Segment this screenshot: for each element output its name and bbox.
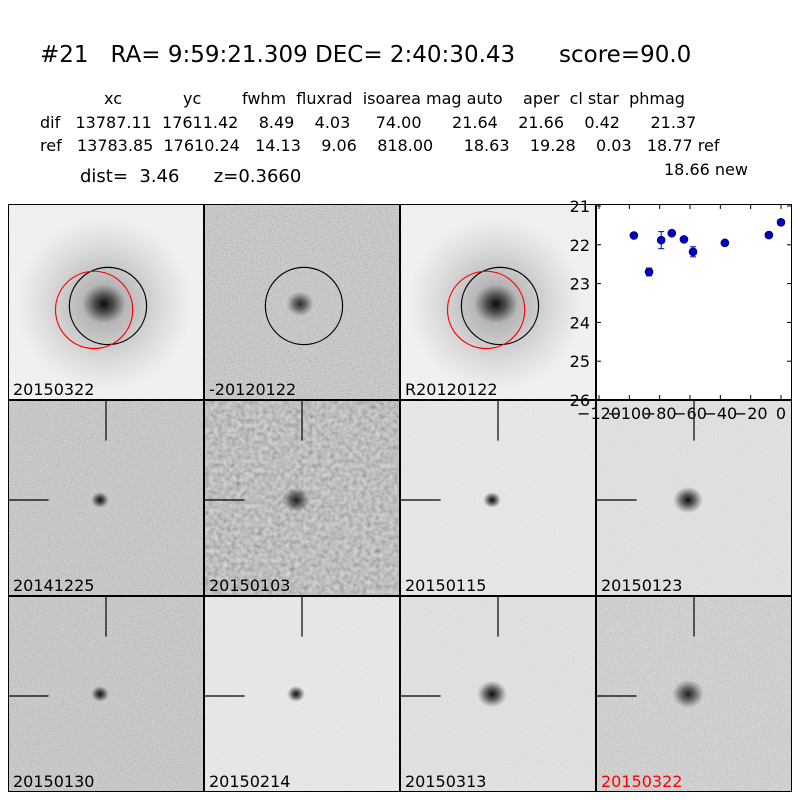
stamp-image [9,597,203,791]
stamp-image [205,401,399,595]
source-blob [477,680,507,708]
image-stamp: 20150130 [8,596,204,792]
source-blob [91,491,109,508]
stamp-date-label: -20120122 [209,380,297,399]
image-stamp: 20150322 [596,596,792,792]
image-stamp: 20150115 [400,400,596,596]
image-stamp: 20150214 [204,596,400,792]
source-blob [286,291,314,317]
source-blob [91,685,109,703]
x-tick-label: −40 [703,404,737,423]
source-blob [82,284,126,324]
source-blob [483,491,501,508]
source-blob [287,685,305,703]
source-blob [474,284,518,324]
x-tick-label: −20 [734,404,768,423]
stamp-date-label: 20150115 [405,576,487,595]
image-stamp: 20150313 [400,596,596,792]
source-blob [672,679,704,709]
image-stamp: 20150322 [8,204,204,400]
reference-circle [446,270,526,350]
stamp-date-label: R20120122 [405,380,498,399]
stamp-date-label: 20150322 [13,380,95,399]
image-stamp: 20150103 [204,400,400,596]
detection-circle [68,266,148,346]
image-stamp: 20141225 [8,400,204,596]
image-stamp: 20150123 [596,400,792,596]
reference-circle [54,270,134,350]
distance-redshift-line: dist= 3.46 z=0.3660 [80,166,302,187]
y-tick-label: 24 [570,313,590,332]
x-tick-label: −120 [577,404,621,423]
stamp-image [205,597,399,791]
y-tick-label: 22 [570,236,590,255]
ref-row: ref 13783.85 17610.24 14.13 9.06 818.00 … [40,136,720,155]
new-mag-row: 18.66 new [664,160,748,179]
stamp-date-label: 20150103 [209,576,291,595]
x-tick-label: 0 [776,404,786,423]
image-stamp: R20120122 [400,204,596,400]
dif-row: dif 13787.11 17611.42 8.49 4.03 74.00 21… [40,113,697,132]
data-point [656,235,666,245]
x-tick-label: −80 [643,404,677,423]
stamp-image [401,597,595,791]
candidate-title: #21 RA= 9:59:21.309 DEC= 2:40:30.43 scor… [40,42,692,68]
stamp-date-label: 20150322 [601,772,683,791]
data-point [688,247,698,257]
data-point [629,231,639,240]
data-point [764,230,774,240]
stamp-date-label: 20141225 [13,576,95,595]
detection-circle [460,266,540,346]
image-stamp: -20120122 [204,204,400,400]
stamp-date-label: 20150123 [601,576,683,595]
stamp-image [205,205,399,399]
y-tick-label: 23 [570,275,590,294]
light-curve-chart: 21 22 23 24 25 26−120−100−80−60−40−20 0 [570,197,792,423]
stamp-image [9,401,203,595]
data-point [667,228,677,238]
data-point [644,267,654,277]
stamp-date-label: 20150313 [405,772,487,791]
stamp-image [401,205,595,399]
data-point [679,235,689,244]
stamp-date-label: 20150130 [13,772,95,791]
stamp-image [401,401,595,595]
x-tick-label: −60 [673,404,707,423]
y-tick-label: 25 [570,352,590,371]
stamp-image [9,205,203,399]
stamp-image [597,597,791,791]
data-point [720,238,730,248]
plot-frame [596,204,792,400]
y-tick-label: 21 [570,197,590,216]
y-tick-label: 26 [570,391,590,410]
data-point [776,217,786,227]
detection-circle [264,266,344,346]
stamp-image [597,401,791,595]
column-headers: xc yc fwhm fluxrad isoarea mag auto aper… [104,89,685,108]
x-tick-label: −100 [607,404,651,423]
source-blob [673,486,703,514]
stamp-date-label: 20150214 [209,772,291,791]
source-blob [282,487,310,513]
